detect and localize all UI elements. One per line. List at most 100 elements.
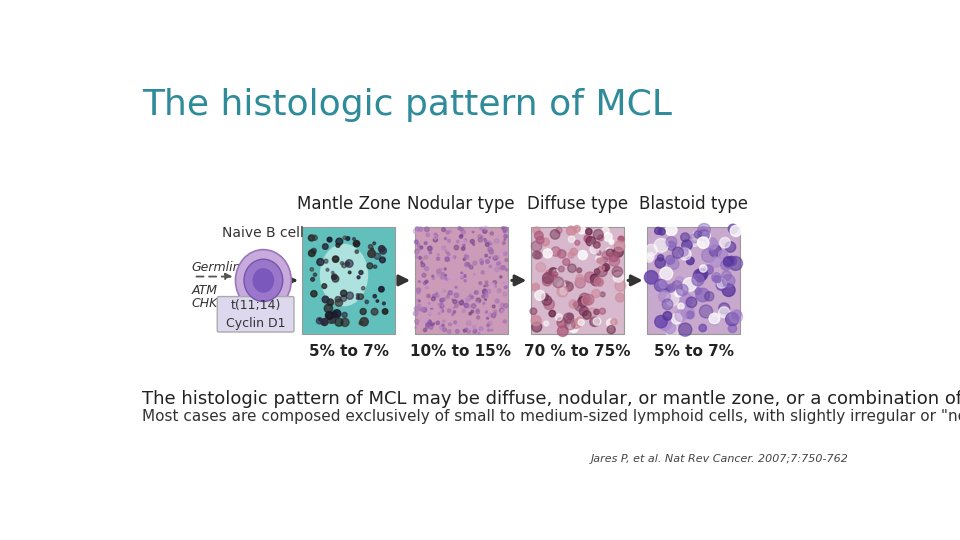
Circle shape [579,293,589,303]
Circle shape [358,294,364,299]
Circle shape [472,325,476,329]
Circle shape [484,226,488,230]
Circle shape [607,319,614,327]
Circle shape [564,282,573,291]
Circle shape [486,260,490,264]
Circle shape [495,299,499,303]
Circle shape [459,326,462,329]
Circle shape [502,284,505,286]
Circle shape [696,268,708,280]
Circle shape [591,289,600,298]
Circle shape [682,306,694,319]
Circle shape [662,299,673,309]
Circle shape [437,273,441,276]
Circle shape [326,268,329,271]
Circle shape [647,253,654,260]
Circle shape [444,238,446,240]
Circle shape [543,249,552,258]
Circle shape [475,302,479,306]
Circle shape [679,293,692,306]
Circle shape [589,245,599,254]
Circle shape [710,318,718,325]
Circle shape [459,287,463,291]
Circle shape [447,274,452,279]
Circle shape [611,319,617,325]
Circle shape [487,317,489,319]
Circle shape [556,227,562,233]
Circle shape [726,313,739,326]
Circle shape [675,276,684,285]
Circle shape [543,299,555,309]
Circle shape [372,248,373,251]
Circle shape [489,265,492,268]
Circle shape [313,273,317,276]
Circle shape [672,247,684,258]
Circle shape [721,260,732,270]
Circle shape [568,236,575,242]
Circle shape [666,325,679,338]
Circle shape [682,240,692,250]
Circle shape [428,302,430,304]
Circle shape [557,286,568,297]
Circle shape [356,294,359,296]
Circle shape [471,296,473,299]
Circle shape [317,259,324,266]
Circle shape [720,238,731,248]
Text: 5% to 7%: 5% to 7% [654,343,733,359]
Circle shape [594,277,604,286]
Circle shape [336,238,343,245]
Circle shape [372,242,375,245]
Circle shape [460,234,463,237]
Circle shape [323,244,328,249]
Circle shape [714,276,721,282]
Circle shape [473,329,477,333]
Circle shape [372,308,378,315]
Circle shape [660,267,673,280]
Text: Most cases are composed exclusively of small to medium-sized lymphoid cells, wit: Most cases are composed exclusively of s… [142,409,960,424]
Circle shape [444,277,446,279]
Circle shape [503,320,506,323]
Circle shape [578,296,588,307]
Text: Diffuse type: Diffuse type [527,194,628,213]
Ellipse shape [320,244,368,306]
Circle shape [378,287,384,292]
Circle shape [504,234,508,238]
Circle shape [549,268,558,276]
Circle shape [598,235,604,241]
Circle shape [415,240,419,244]
Circle shape [462,240,466,244]
Circle shape [447,330,451,333]
Circle shape [663,285,670,292]
Circle shape [728,256,734,262]
Circle shape [655,227,661,234]
Circle shape [502,242,505,245]
Circle shape [646,244,658,256]
Circle shape [353,240,360,247]
Circle shape [382,309,388,314]
Circle shape [472,244,474,246]
Circle shape [563,259,569,266]
Circle shape [583,310,591,319]
Circle shape [492,281,496,285]
Circle shape [666,237,677,247]
Text: The histologic pattern of MCL may be diffuse, nodular, or mantle zone, or a comb: The histologic pattern of MCL may be dif… [142,390,960,408]
Circle shape [493,310,496,313]
Circle shape [469,318,471,320]
Circle shape [500,266,504,269]
Circle shape [692,274,704,286]
Circle shape [452,299,454,301]
Circle shape [419,281,420,282]
Circle shape [419,299,420,301]
Circle shape [600,292,605,297]
Circle shape [716,280,727,291]
Circle shape [447,239,450,242]
Circle shape [425,325,429,328]
Circle shape [480,227,482,230]
Circle shape [729,224,737,233]
Circle shape [453,256,456,259]
Circle shape [606,248,612,253]
Circle shape [417,323,419,325]
Circle shape [322,320,326,325]
Circle shape [429,326,433,329]
Circle shape [422,251,426,255]
